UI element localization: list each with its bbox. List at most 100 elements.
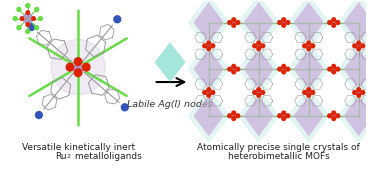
Circle shape: [207, 41, 211, 45]
Circle shape: [36, 112, 42, 119]
Circle shape: [282, 18, 286, 22]
Circle shape: [211, 90, 215, 94]
Circle shape: [51, 39, 105, 95]
Text: Versatile kinetically inert: Versatile kinetically inert: [22, 143, 135, 152]
Circle shape: [332, 117, 336, 120]
Text: metalloligands: metalloligands: [72, 152, 142, 161]
Circle shape: [361, 44, 365, 48]
Circle shape: [82, 63, 90, 71]
FancyBboxPatch shape: [256, 91, 262, 94]
Circle shape: [23, 14, 33, 24]
Circle shape: [328, 67, 332, 71]
Circle shape: [332, 65, 336, 68]
Polygon shape: [293, 95, 324, 137]
Circle shape: [66, 63, 74, 71]
Circle shape: [307, 41, 311, 45]
Circle shape: [332, 111, 336, 115]
Polygon shape: [187, 41, 230, 97]
Circle shape: [282, 111, 286, 115]
FancyBboxPatch shape: [355, 91, 362, 94]
Polygon shape: [338, 88, 378, 144]
Polygon shape: [287, 0, 330, 50]
Circle shape: [228, 67, 232, 71]
Circle shape: [26, 4, 30, 8]
Circle shape: [228, 21, 232, 24]
Circle shape: [336, 114, 340, 118]
Circle shape: [353, 44, 356, 48]
Polygon shape: [338, 0, 378, 50]
FancyBboxPatch shape: [256, 44, 262, 48]
Polygon shape: [237, 0, 280, 50]
Circle shape: [278, 67, 282, 71]
Polygon shape: [343, 2, 374, 43]
Circle shape: [232, 65, 235, 68]
Circle shape: [328, 114, 332, 118]
FancyBboxPatch shape: [280, 21, 287, 24]
Circle shape: [207, 93, 211, 97]
Circle shape: [357, 47, 361, 51]
FancyBboxPatch shape: [205, 44, 212, 48]
Circle shape: [282, 70, 286, 74]
Circle shape: [39, 17, 42, 21]
Circle shape: [332, 18, 336, 22]
Circle shape: [26, 11, 29, 14]
Circle shape: [232, 23, 235, 27]
Circle shape: [121, 104, 128, 111]
Circle shape: [207, 88, 211, 92]
Circle shape: [35, 7, 39, 11]
Circle shape: [28, 24, 35, 30]
Polygon shape: [343, 48, 374, 90]
Circle shape: [307, 88, 311, 92]
FancyBboxPatch shape: [205, 91, 212, 94]
Circle shape: [228, 114, 232, 118]
Circle shape: [282, 23, 286, 27]
Circle shape: [357, 93, 361, 97]
Polygon shape: [237, 88, 280, 144]
Circle shape: [357, 41, 361, 45]
Circle shape: [232, 70, 235, 74]
Circle shape: [307, 47, 311, 51]
FancyBboxPatch shape: [230, 114, 237, 117]
Circle shape: [286, 21, 290, 24]
Circle shape: [203, 44, 206, 48]
Polygon shape: [193, 95, 224, 137]
Polygon shape: [237, 41, 280, 97]
Polygon shape: [338, 41, 378, 97]
Circle shape: [114, 16, 121, 23]
Polygon shape: [293, 48, 324, 90]
Text: Ru: Ru: [55, 152, 67, 161]
Text: heterobimetallic MOFs: heterobimetallic MOFs: [228, 152, 329, 161]
Circle shape: [207, 47, 211, 51]
Circle shape: [253, 90, 257, 94]
Polygon shape: [193, 2, 224, 43]
Circle shape: [20, 17, 24, 20]
FancyBboxPatch shape: [71, 64, 85, 71]
Text: Atomically precise single crystals of: Atomically precise single crystals of: [197, 143, 360, 152]
FancyBboxPatch shape: [305, 44, 312, 48]
FancyBboxPatch shape: [280, 67, 287, 71]
Circle shape: [74, 58, 82, 65]
Circle shape: [303, 44, 307, 48]
Circle shape: [336, 67, 340, 71]
Circle shape: [307, 93, 311, 97]
Circle shape: [232, 117, 235, 120]
Polygon shape: [243, 48, 274, 90]
Polygon shape: [187, 0, 230, 50]
Circle shape: [17, 7, 21, 11]
Circle shape: [35, 26, 39, 30]
Circle shape: [26, 23, 29, 26]
Circle shape: [332, 23, 336, 27]
Circle shape: [257, 93, 260, 97]
Circle shape: [253, 44, 257, 48]
Circle shape: [26, 29, 30, 33]
Circle shape: [211, 44, 215, 48]
Circle shape: [357, 88, 361, 92]
Text: Labile Ag(I) nodes: Labile Ag(I) nodes: [127, 100, 213, 109]
Circle shape: [236, 21, 240, 24]
Circle shape: [236, 114, 240, 118]
Polygon shape: [155, 42, 186, 82]
Circle shape: [232, 18, 235, 22]
Circle shape: [286, 114, 290, 118]
Circle shape: [74, 69, 82, 76]
FancyBboxPatch shape: [355, 44, 362, 48]
